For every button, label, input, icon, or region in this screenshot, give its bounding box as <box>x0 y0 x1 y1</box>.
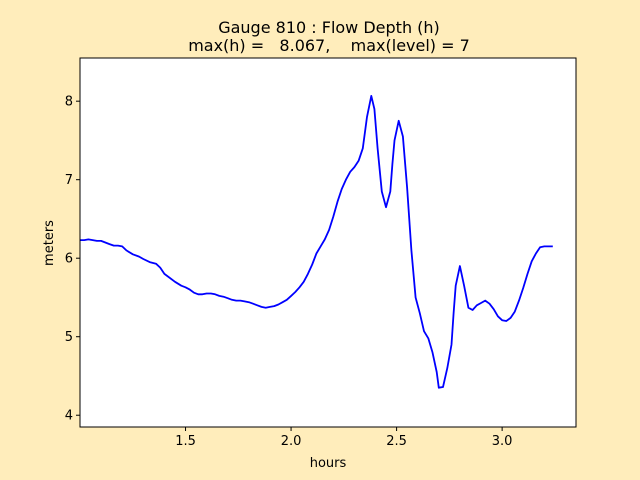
y-tick-label: 8 <box>65 95 73 110</box>
series-line <box>80 95 553 389</box>
plot-frame <box>79 57 577 428</box>
x-tick-label: 2.0 <box>281 434 302 449</box>
x-tick-label: 3.0 <box>492 434 513 449</box>
y-tick-label: 5 <box>65 330 73 345</box>
y-tick-label: 6 <box>65 252 73 267</box>
x-tick-label: 2.5 <box>386 434 407 449</box>
y-tick-label: 4 <box>65 409 73 424</box>
y-axis-label: meters <box>42 220 57 266</box>
chart-subtitle: max(h) = 8.067, max(level) = 7 <box>188 36 470 55</box>
chart-title: Gauge 810 : Flow Depth (h) <box>218 18 440 37</box>
x-axis-label: hours <box>310 456 347 471</box>
plot-area <box>80 58 576 427</box>
y-tick-label: 7 <box>65 173 73 188</box>
x-tick-label: 1.5 <box>175 434 196 449</box>
